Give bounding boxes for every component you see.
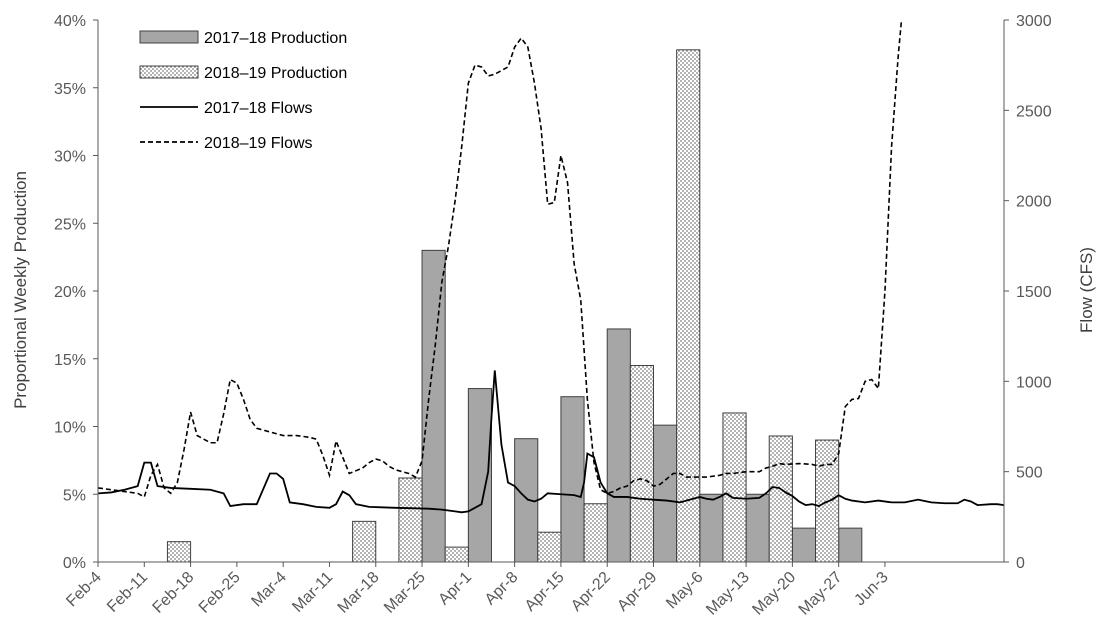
y-tick-label: 35% bbox=[54, 81, 86, 98]
x-tick-label: May-13 bbox=[703, 569, 753, 619]
y2-tick-label: 1500 bbox=[1016, 284, 1052, 301]
y2-tick-label: 0 bbox=[1016, 555, 1025, 572]
legend: 2017–18 Production 2018–19 Production 2017… bbox=[139, 30, 347, 152]
y-tick-label: 10% bbox=[54, 420, 86, 437]
x-tick-label: May-6 bbox=[663, 569, 707, 613]
bar-2017-18-production-4 bbox=[606, 328, 631, 563]
legend-2018-19-production-swatch bbox=[139, 65, 199, 79]
y-axis-title: Proportional Weekly Production bbox=[11, 171, 30, 409]
x-tick-label: Apr-1 bbox=[435, 569, 475, 609]
y-tick-label: 25% bbox=[54, 216, 86, 233]
bar-2018-19-production-7 bbox=[676, 49, 701, 563]
y2-axis-title: Flow (CFS) bbox=[1077, 247, 1096, 333]
bar-2018-19-production-2 bbox=[398, 477, 423, 563]
y2-tick-label: 2500 bbox=[1016, 103, 1052, 120]
x-tick-label: Mar-4 bbox=[248, 569, 290, 611]
x-tick-label: Apr-29 bbox=[614, 569, 660, 615]
x-tick-label: May-27 bbox=[796, 569, 846, 619]
bar-2017-18-production-3 bbox=[560, 396, 585, 563]
bar-2018-19-production-6 bbox=[629, 365, 655, 563]
x-tick-label: Feb-11 bbox=[104, 569, 151, 616]
x-tick-label: Feb-18 bbox=[150, 569, 198, 617]
bar-2017-18-production-2 bbox=[514, 438, 539, 563]
legend-2018-19-flows-label: 2018–19 Flows bbox=[204, 135, 313, 152]
bar-2017-18-production-5 bbox=[653, 424, 678, 563]
lines-layer bbox=[97, 19, 1005, 514]
bar-2018-19-production-8 bbox=[722, 412, 747, 563]
line-2017-18-flows bbox=[97, 370, 1005, 514]
x-tick-label: Jun-3 bbox=[851, 569, 891, 609]
x-tick-label: Mar-25 bbox=[381, 569, 429, 617]
bar-2017-18-production-0 bbox=[421, 249, 446, 563]
y2-tick-label: 500 bbox=[1016, 465, 1043, 482]
legend-2018-19-production-label: 2018–19 Production bbox=[204, 65, 347, 82]
y2-tick-label: 2000 bbox=[1016, 194, 1052, 211]
bar-2018-19-production-5 bbox=[583, 503, 608, 563]
bar-2017-18-production-9 bbox=[838, 527, 863, 563]
x-tick-label: Apr-15 bbox=[522, 569, 568, 615]
x-tick-label: May-20 bbox=[749, 569, 799, 619]
y-tick-label: 15% bbox=[54, 352, 86, 369]
y2-tick-label: 1000 bbox=[1016, 374, 1052, 391]
line-2018-19-flows bbox=[97, 19, 903, 499]
legend-2017-18-production-swatch bbox=[139, 30, 199, 44]
x-tick-label: Mar-18 bbox=[335, 569, 383, 617]
legend-2017-18-flows-label: 2017–18 Flows bbox=[204, 100, 313, 117]
bar-2018-19-production-3 bbox=[444, 546, 469, 563]
x-tick-label: Mar-11 bbox=[289, 569, 336, 616]
bar-2017-18-production-7 bbox=[745, 493, 770, 563]
bar-2017-18-production-6 bbox=[699, 493, 724, 563]
y-tick-label: 40% bbox=[54, 13, 86, 30]
x-tick-label: Feb-4 bbox=[63, 569, 105, 611]
bar-2018-19-production-1 bbox=[352, 520, 377, 563]
x-tick-label: Apr-8 bbox=[482, 569, 522, 609]
bar-2017-18-production-8 bbox=[791, 527, 817, 563]
bar-2018-19-production-4 bbox=[537, 531, 562, 563]
y2-tick-label: 3000 bbox=[1016, 13, 1052, 30]
bar-2018-19-production-0 bbox=[166, 541, 192, 563]
x-tick-label: Feb-25 bbox=[196, 569, 244, 617]
y-tick-label: 30% bbox=[54, 149, 86, 166]
x-tick-label: Apr-22 bbox=[568, 569, 614, 615]
y-tick-label: 20% bbox=[54, 284, 86, 301]
y-tick-label: 5% bbox=[63, 487, 86, 504]
bar-2018-19-production-9 bbox=[768, 435, 793, 563]
legend-2017-18-production-label: 2017–18 Production bbox=[204, 30, 347, 47]
y-tick-label: 0% bbox=[63, 555, 86, 572]
